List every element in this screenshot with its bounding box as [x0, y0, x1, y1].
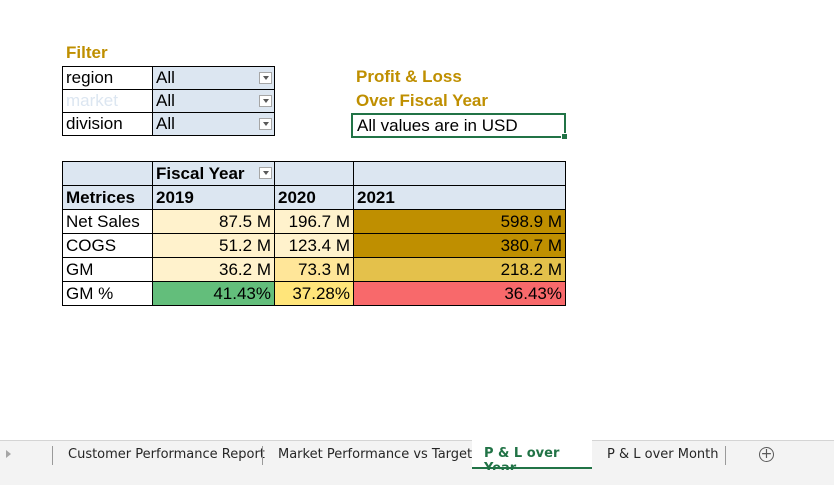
metric-value: 36.2 M — [152, 257, 275, 282]
metric-label: Net Sales — [62, 209, 153, 234]
metric-value: 380.7 M — [353, 233, 566, 258]
pivot-year-header: 2019 — [152, 185, 275, 210]
pivot-header-row: Metrices 2019 2020 2021 — [62, 185, 566, 210]
filter-value-text: All — [156, 91, 175, 110]
metric-label: COGS — [62, 233, 153, 258]
filter-label-market: market — [62, 89, 153, 113]
sheet-tab[interactable]: Market Performance vs Target — [278, 447, 473, 462]
filter-table: region All market All division All — [62, 66, 275, 136]
metric-value: 87.5 M — [152, 209, 275, 234]
report-title-line1: Profit & Loss — [356, 67, 462, 86]
filter-heading: Filter — [66, 43, 108, 62]
pivot-blank-header — [274, 161, 354, 186]
report-title-line2: Over Fiscal Year — [356, 91, 489, 110]
filter-value-market[interactable]: All — [152, 89, 275, 113]
add-sheet-icon[interactable]: + — [759, 446, 774, 462]
pivot-year-header: 2020 — [274, 185, 354, 210]
pivot-column-field-label: Fiscal Year — [156, 163, 245, 183]
sheet-tab[interactable]: P & L over Month — [607, 447, 719, 462]
tab-divider — [262, 446, 263, 465]
table-row: GM % 41.43% 37.28% 36.43% — [62, 281, 566, 306]
chevron-down-icon[interactable] — [259, 118, 272, 130]
filter-label-division: division — [62, 112, 153, 136]
metric-value: 51.2 M — [152, 233, 275, 258]
metric-value: 196.7 M — [274, 209, 354, 234]
filter-value-text: All — [156, 68, 175, 87]
filter-row-region: region All — [62, 66, 275, 90]
filter-value-region[interactable]: All — [152, 66, 275, 90]
sheet-tab-bar: Customer Performance Report Market Perfo… — [0, 440, 834, 476]
metric-value: 598.9 M — [353, 209, 566, 234]
filter-value-text: All — [156, 114, 175, 133]
pivot-column-field[interactable]: Fiscal Year — [152, 161, 275, 186]
metric-value: 218.2 M — [353, 257, 566, 282]
pivot-table: Fiscal Year Metrices 2019 2020 2021 Net … — [62, 161, 566, 306]
table-row: Net Sales 87.5 M 196.7 M 598.9 M — [62, 209, 566, 234]
currency-note-cell[interactable]: All values are in USD — [351, 113, 568, 140]
filter-row-market: market All — [62, 89, 275, 113]
metric-value: 41.43% — [152, 281, 275, 306]
pivot-blank-header — [353, 161, 566, 186]
tab-divider — [725, 446, 726, 465]
pivot-row-header: Metrices — [62, 185, 153, 210]
pivot-corner-cell — [62, 161, 153, 186]
status-bar-strip — [0, 470, 834, 485]
tab-divider — [52, 446, 53, 465]
metric-label: GM — [62, 257, 153, 282]
pivot-field-row: Fiscal Year — [62, 161, 566, 186]
metric-label: GM % — [62, 281, 153, 306]
scroll-tabs-left-icon[interactable] — [6, 450, 11, 458]
pivot-year-header: 2021 — [353, 185, 566, 210]
filter-label-region: region — [62, 66, 153, 90]
metric-value: 123.4 M — [274, 233, 354, 258]
chevron-down-icon[interactable] — [259, 95, 272, 107]
table-row: GM 36.2 M 73.3 M 218.2 M — [62, 257, 566, 282]
sheet-tab[interactable]: Customer Performance Report — [68, 447, 265, 462]
table-row: COGS 51.2 M 123.4 M 380.7 M — [62, 233, 566, 258]
chevron-down-icon[interactable] — [259, 167, 272, 179]
metric-value: 36.43% — [353, 281, 566, 306]
filter-row-division: division All — [62, 112, 275, 136]
chevron-down-icon[interactable] — [259, 72, 272, 84]
metric-value: 37.28% — [274, 281, 354, 306]
metric-value: 73.3 M — [274, 257, 354, 282]
sheet-tab-active[interactable]: P & L over Year — [472, 440, 592, 476]
filter-value-division[interactable]: All — [152, 112, 275, 136]
